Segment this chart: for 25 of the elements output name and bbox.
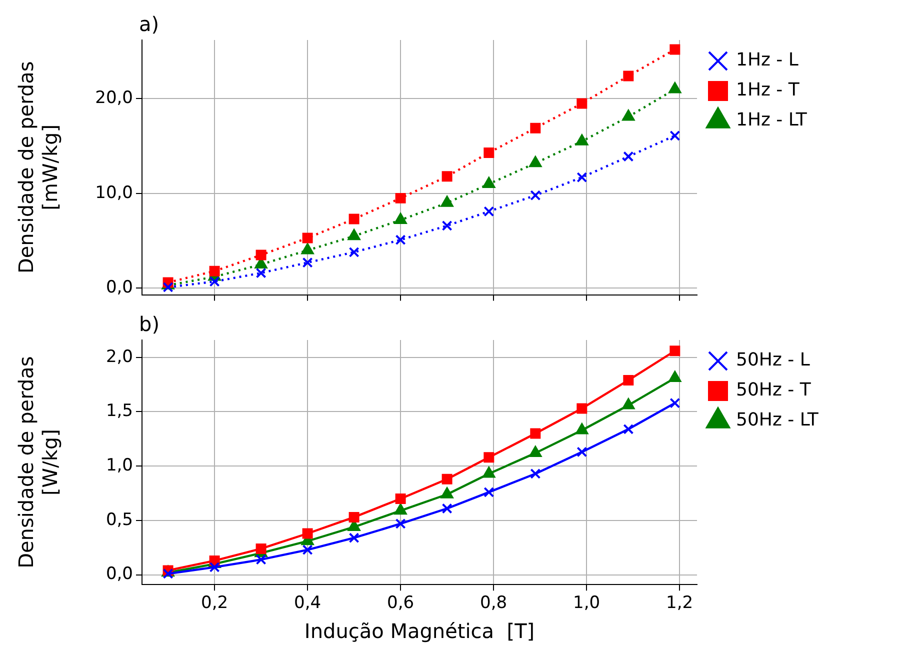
legend-label: 1Hz - LT — [736, 110, 808, 131]
legend-label: 1Hz - T — [736, 80, 800, 101]
legend-label: 50Hz - T — [736, 380, 812, 401]
x-tick-label: 0,6 — [387, 593, 414, 614]
y-tick-label: 10,0 — [95, 182, 133, 203]
x-tick-label: 0,4 — [294, 593, 322, 614]
chart-title: a) — [139, 12, 160, 36]
x-tick-label: 0,8 — [480, 593, 508, 614]
y-tick-label: 0,0 — [106, 278, 133, 298]
x-axis-title: Indução Magnética [T] — [304, 619, 535, 644]
legend-label: 50Hz - L — [736, 350, 810, 371]
y-tick-label: 0,0 — [106, 564, 133, 584]
x-tick-label: 0,2 — [201, 593, 228, 614]
y-tick-label: 0,5 — [106, 510, 133, 530]
y-axis-title: Densidade de perdas [W/kg] — [14, 356, 62, 568]
x-tick-label: 1,2 — [666, 593, 694, 614]
y-tick-label: 2,0 — [106, 346, 133, 367]
legend-label: 1Hz - L — [736, 50, 798, 71]
y-axis-title: Densidade de perdas [mW/kg] — [14, 61, 62, 274]
y-tick-label: 1,0 — [106, 456, 133, 476]
y-tick-label: 20,0 — [95, 88, 133, 108]
legend-label: 50Hz - LT — [736, 410, 820, 431]
y-tick-label: 1,5 — [106, 401, 133, 422]
chart-title: b) — [139, 312, 160, 336]
x-tick-label: 1,0 — [573, 593, 600, 614]
